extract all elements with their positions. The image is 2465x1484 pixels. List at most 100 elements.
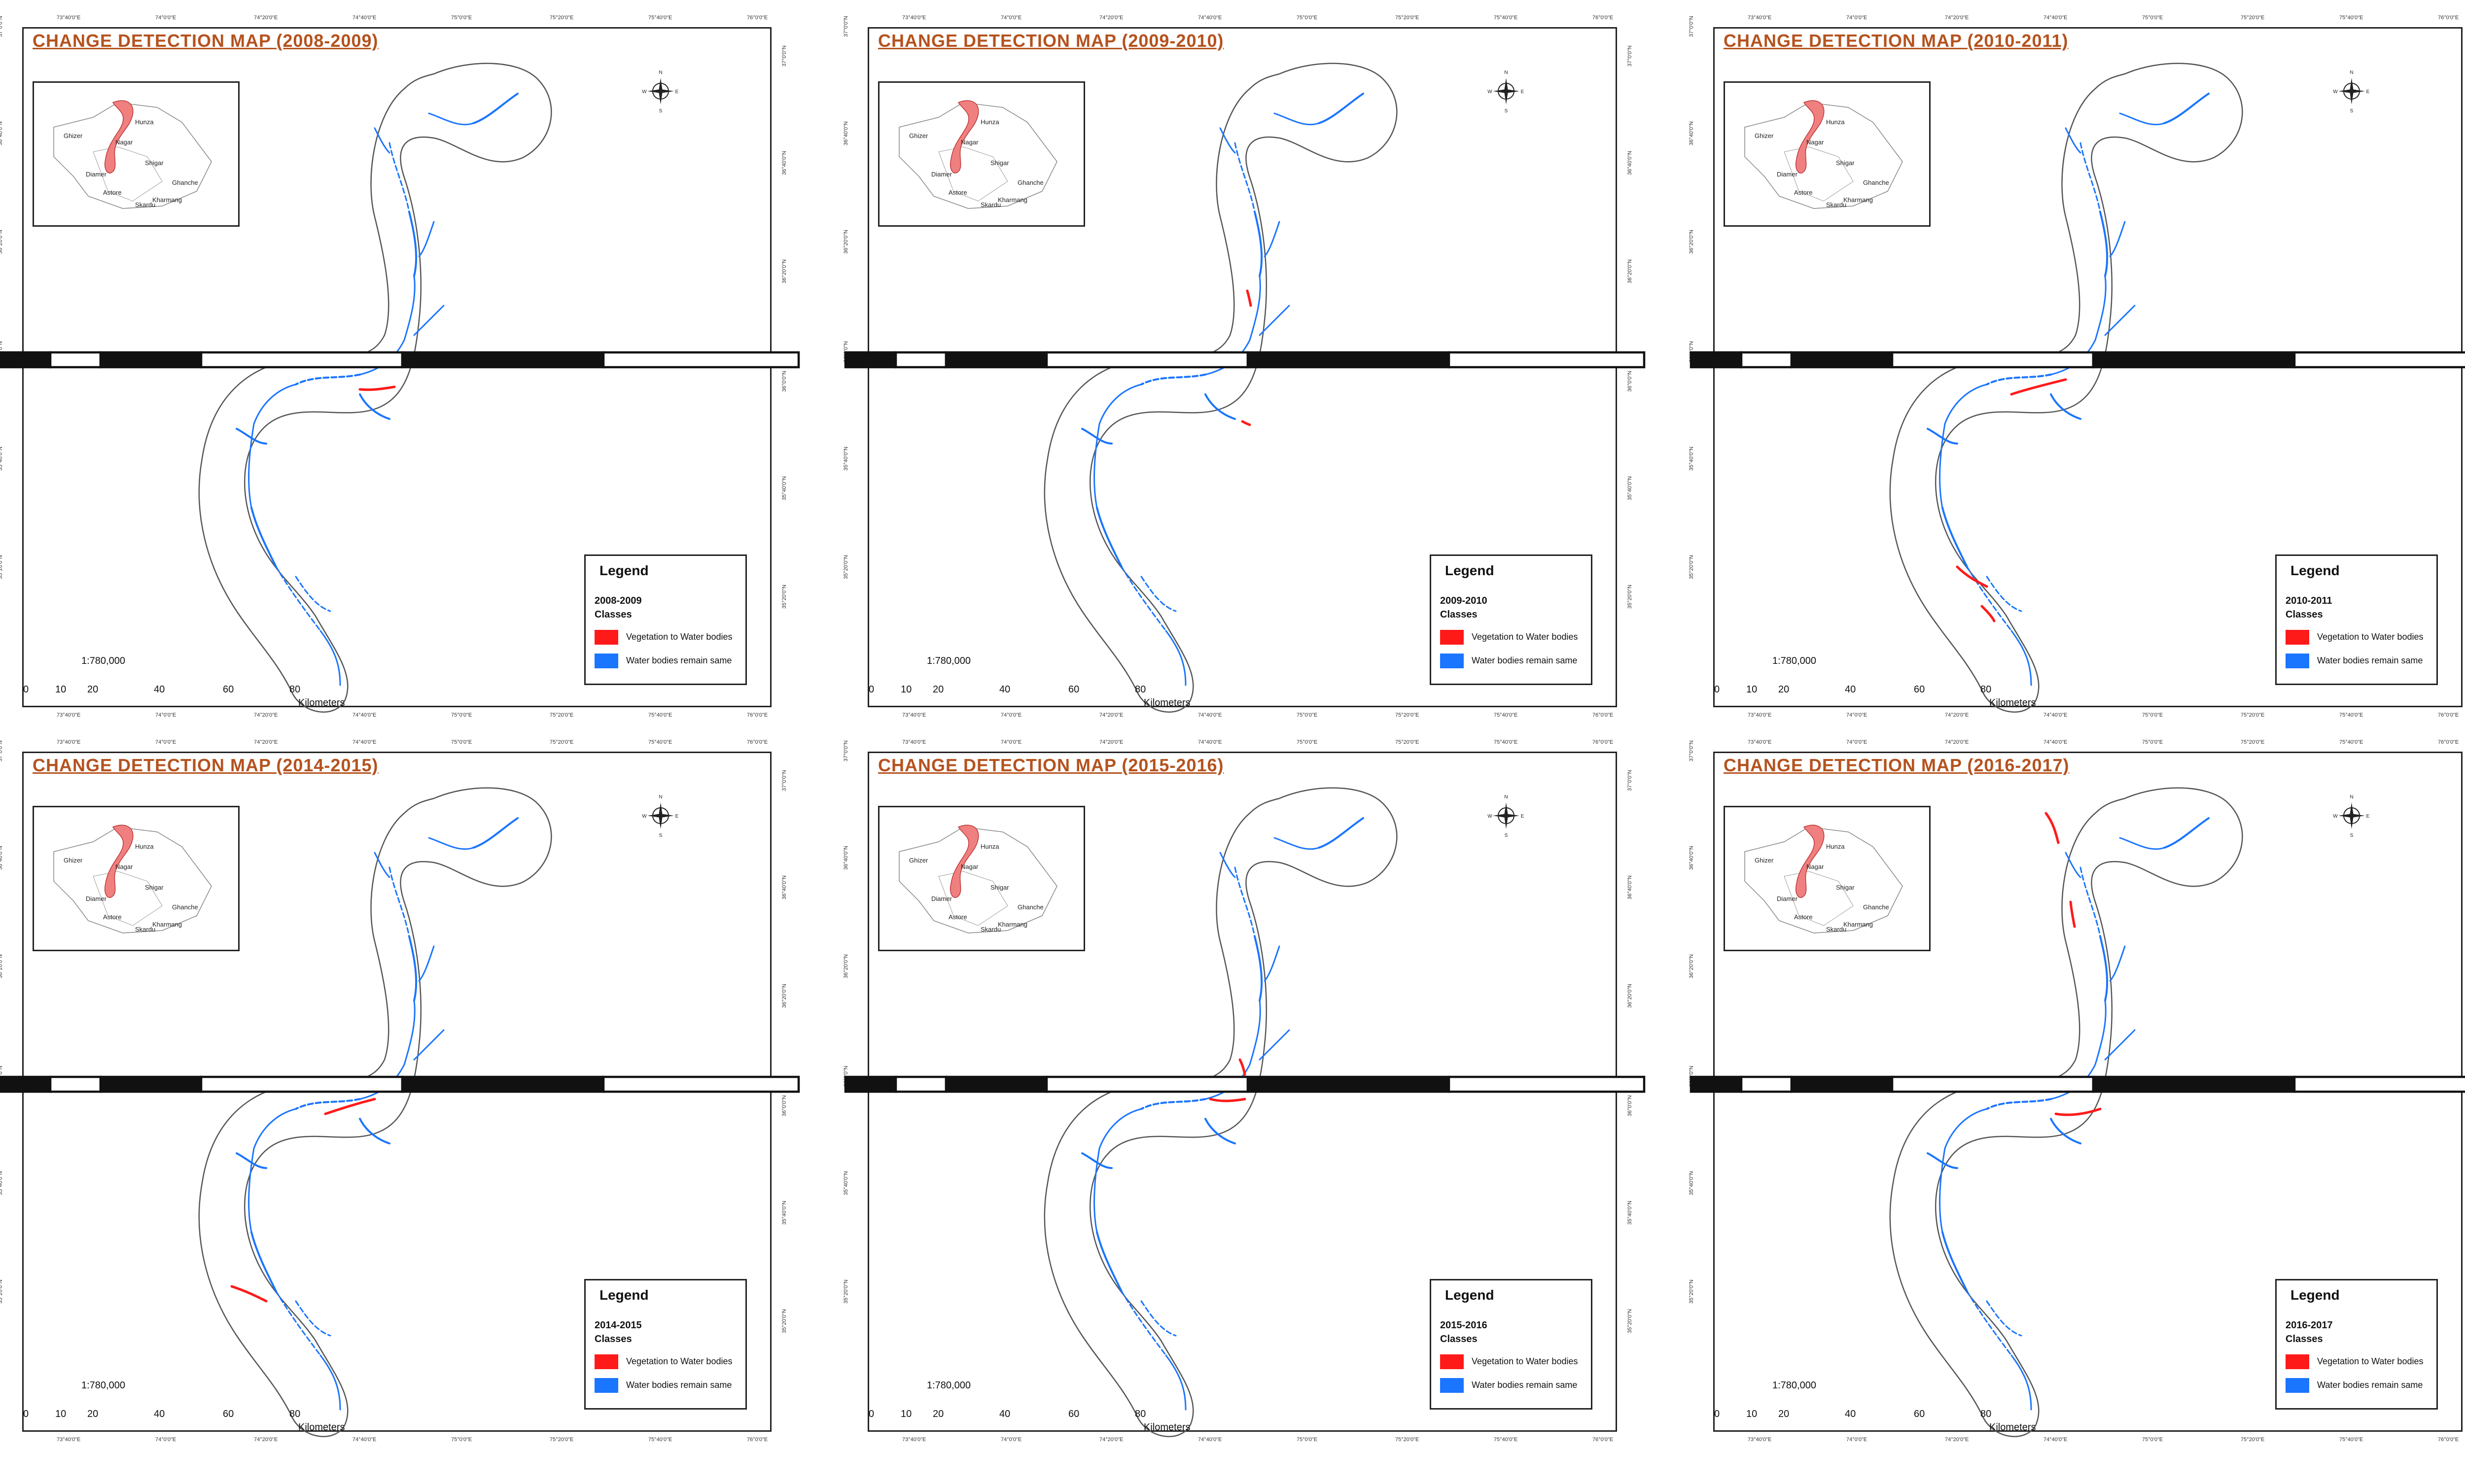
district-label: Shigar <box>1836 884 1855 891</box>
district-label: Ghizer <box>1755 132 1774 139</box>
scale-tick-label: 10 <box>55 684 67 695</box>
legend-class-label: Water bodies remain same <box>1472 656 1578 665</box>
water-remain-same-stream <box>2094 275 2107 341</box>
lon-tick-label: 74°0'0"E <box>1001 15 1022 21</box>
water-remain-same-stream <box>1219 127 1236 154</box>
svg-text:E: E <box>2366 89 2370 95</box>
scale-tick-label: 80 <box>1135 1409 1146 1419</box>
water-remain-same-stream <box>1273 837 1320 850</box>
legend-class-label: Water bodies remain same <box>626 656 732 665</box>
map-panel: 73°40'0"E 73°40'0"E 74°0'0"E 74°0'0"E 74°20'… <box>843 725 1646 1443</box>
north-arrow-compass: N S E W <box>2333 69 2370 114</box>
water-remain-same-stream <box>1093 1147 1100 1233</box>
district-label: Kharmang <box>1843 921 1873 928</box>
district-label: Diamer <box>1777 171 1797 178</box>
water-remain-same-stream <box>250 507 277 568</box>
svg-text:W: W <box>642 814 647 819</box>
lon-tick-label: 74°0'0"E <box>155 712 176 718</box>
legend-swatch <box>595 1378 618 1393</box>
scale-tick-label: 0 <box>23 684 29 695</box>
water-remain-same-stream <box>2050 1118 2081 1144</box>
scale-tick-label: 80 <box>289 684 301 695</box>
lon-tick-label: 73°40'0"E <box>1748 739 1772 745</box>
lon-tick-label: 74°0'0"E <box>1846 15 1867 21</box>
water-remain-same-stream <box>250 1231 277 1292</box>
inset-locator-map: Ghizer Hunza Nagar Shigar Diamer Astore Ghanch… <box>33 806 240 951</box>
water-remain-same-stream <box>1318 817 1364 849</box>
district-label: Diamer <box>1777 895 1797 902</box>
lon-tick-label: 76°0'0"E <box>2438 739 2459 745</box>
legend-year: 2010-2011 <box>2286 595 2332 606</box>
scale-bar <box>844 351 1646 369</box>
svg-text:N: N <box>2350 794 2353 800</box>
legend-class-label: Vegetation to Water bodies <box>626 1356 733 1366</box>
district-label: Kharmang <box>998 921 1027 928</box>
scale-tick-label: 40 <box>154 1409 165 1419</box>
lon-tick-label: 75°40'0"E <box>648 712 672 718</box>
legend-swatch <box>2286 1378 2309 1393</box>
district-label: Ghanche <box>172 179 198 186</box>
legend-swatch <box>2286 654 2309 668</box>
water-remain-same-stream <box>1249 275 1261 341</box>
water-remain-same-stream <box>388 142 410 213</box>
water-remain-same-stream <box>1204 393 1236 420</box>
water-remain-same-stream <box>275 1290 321 1356</box>
district-label: Ghizer <box>909 132 928 139</box>
water-remain-same-stream <box>2099 935 2109 1001</box>
water-remain-same-stream <box>359 393 390 420</box>
water-remain-same-stream <box>1254 935 1263 1001</box>
district-label: Diamer <box>86 171 106 178</box>
district-label: Astore <box>949 189 967 196</box>
water-remain-same-stream <box>1318 93 1364 124</box>
svg-text:S: S <box>1505 108 1508 114</box>
district-label: Hunza <box>981 843 999 850</box>
water-remain-same-stream <box>295 1098 361 1110</box>
lon-tick-label: 73°40'0"E <box>902 712 926 718</box>
district-boundaries <box>1784 146 1854 202</box>
lon-tick-label: 75°0'0"E <box>1297 1437 1318 1443</box>
water-remain-same-stream <box>403 275 416 341</box>
lon-tick-label: 73°40'0"E <box>57 739 81 745</box>
study-area-boundary <box>198 63 552 713</box>
water-remain-same-stream <box>1121 566 1167 632</box>
scale-bar <box>0 351 800 369</box>
svg-text:S: S <box>2350 108 2354 114</box>
scale-tick-label: 60 <box>223 684 234 695</box>
lon-tick-label: 75°40'0"E <box>1494 712 1518 718</box>
lon-tick-label: 74°40'0"E <box>352 739 377 745</box>
scale-tick-label: 80 <box>1980 1409 1992 1419</box>
water-remain-same-stream <box>1944 1108 1988 1149</box>
lon-tick-label: 75°0'0"E <box>451 739 472 745</box>
legend-class-label: Vegetation to Water bodies <box>1472 632 1578 642</box>
water-remain-same-stream <box>388 866 410 937</box>
legend-classes-label: Classes <box>595 1334 632 1345</box>
water-remain-same-stream <box>275 566 321 632</box>
district-label: Nagar <box>115 138 133 146</box>
lon-tick-label: 75°40'0"E <box>2339 15 2363 21</box>
inset-canvas <box>899 100 1057 209</box>
district-label: Astore <box>1794 913 1813 921</box>
scale-tick-label: 20 <box>87 1409 99 1419</box>
lon-tick-label: 75°20'0"E <box>1395 712 1419 718</box>
lon-tick-label: 73°40'0"E <box>57 1437 81 1443</box>
inset-canvas <box>53 825 212 933</box>
vegetation-to-water-segment <box>1980 605 1996 622</box>
lon-tick-label: 74°0'0"E <box>1001 1437 1022 1443</box>
water-remain-same-stream <box>295 576 331 612</box>
legend-title: Legend <box>599 563 649 578</box>
legend-title: Legend <box>599 1287 649 1303</box>
water-remain-same-stream <box>295 1300 331 1337</box>
map-panel: 73°40'0"E 73°40'0"E 74°0'0"E 74°0'0"E 74°20'… <box>0 725 800 1443</box>
district-label: Skardu <box>1826 926 1847 933</box>
water-remain-same-stream <box>1966 566 2012 632</box>
water-remain-same-stream <box>1941 507 1968 568</box>
scale-ratio: 1:780,000 <box>1772 656 1816 666</box>
lon-tick-label: 74°40'0"E <box>1198 712 1222 718</box>
legend-box: Legend 2016-2017 Classes Vegetation to Wate… <box>2275 1279 2438 1410</box>
district-boundaries <box>1784 871 1854 926</box>
legend-title: Legend <box>2290 563 2340 578</box>
vegetation-to-water-segment <box>1238 1058 1246 1076</box>
legend-swatch <box>1440 1354 1464 1369</box>
water-remain-same-stream <box>2010 1354 2032 1411</box>
district-label: Diamer <box>86 895 106 902</box>
